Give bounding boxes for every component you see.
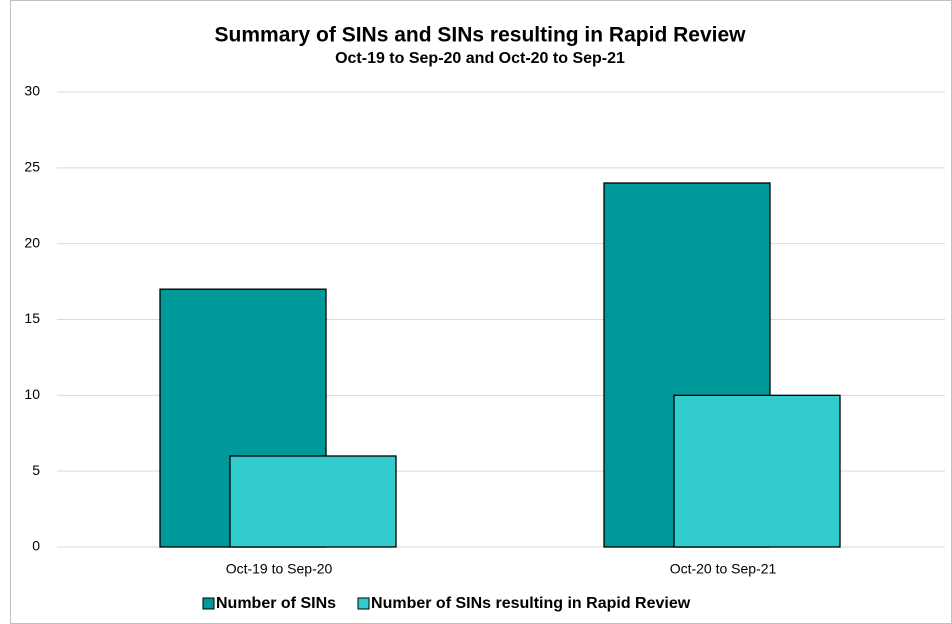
- x-tick-label: Oct-19 to Sep-20: [226, 561, 333, 577]
- legend-swatch: [357, 597, 370, 610]
- x-tick-label: Oct-20 to Sep-21: [670, 561, 777, 577]
- legend-label: Number of SINs resulting in Rapid Review: [371, 595, 691, 612]
- y-tick-label: 10: [24, 386, 40, 402]
- legend-label: Number of SINs: [216, 595, 336, 612]
- bar: [229, 455, 397, 548]
- legend-swatch: [202, 597, 215, 610]
- bar: [673, 394, 841, 548]
- y-tick-label: 0: [32, 538, 40, 554]
- y-tick-label: 15: [24, 310, 40, 326]
- y-tick-label: 20: [24, 234, 40, 250]
- y-tick-label: 5: [32, 462, 40, 478]
- y-tick-label: 25: [24, 159, 40, 175]
- chart-title: Summary of SINs and SINs resulting in Ra…: [215, 24, 747, 47]
- y-tick-label: 30: [24, 83, 40, 99]
- chart-subtitle: Oct-19 to Sep-20 and Oct-20 to Sep-21: [335, 50, 625, 67]
